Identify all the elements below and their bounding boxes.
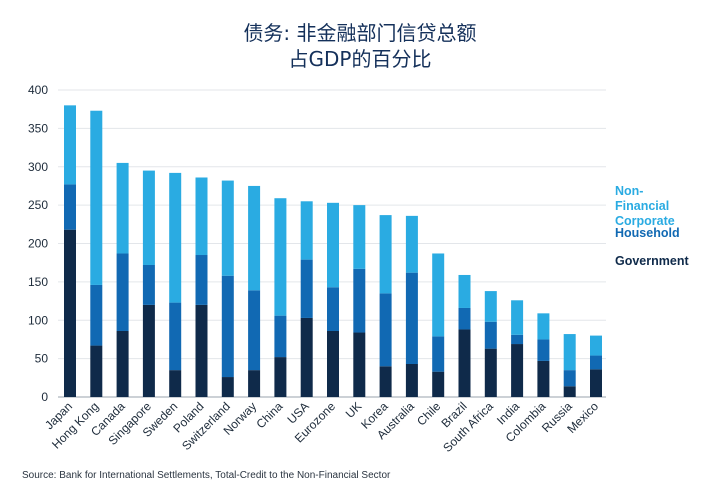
bar-segment xyxy=(563,386,576,397)
legend-item-corporate: Non-Financial Corporate xyxy=(615,184,675,229)
bar-segment xyxy=(537,360,550,397)
bar-segment xyxy=(248,370,261,397)
bar-segment xyxy=(221,180,234,276)
bar-segment xyxy=(484,321,497,349)
legend-label-household: Household xyxy=(615,226,680,240)
bar-segment xyxy=(90,284,103,346)
y-tick-label: 400 xyxy=(28,83,48,97)
bar-segment xyxy=(248,290,261,371)
bar-segment xyxy=(484,348,497,397)
bar-segment xyxy=(300,259,313,318)
bar-segment xyxy=(353,332,366,397)
bar-segment xyxy=(353,268,366,333)
bar-segment xyxy=(484,291,497,322)
bar-segment xyxy=(90,110,103,285)
bar-segment xyxy=(405,363,418,397)
bar-segment xyxy=(221,377,234,397)
bar-segment xyxy=(116,330,129,397)
bar-segment xyxy=(379,366,392,397)
bar-segment xyxy=(274,315,287,358)
bar-segment xyxy=(327,287,339,331)
bar-segment xyxy=(169,172,182,303)
bar-segment xyxy=(300,201,313,260)
bar-segment xyxy=(405,215,418,273)
bar-segment xyxy=(64,105,76,185)
bar-segment xyxy=(169,302,182,371)
bar-segment xyxy=(116,162,129,254)
bar-segment xyxy=(590,369,602,397)
bar-segment xyxy=(511,300,524,335)
bar-segment xyxy=(405,272,418,364)
bar-segment xyxy=(300,317,313,397)
bar-segment xyxy=(274,198,287,316)
y-tick-label: 0 xyxy=(41,390,48,404)
bar-segment xyxy=(379,215,392,294)
bar-segment xyxy=(64,229,76,397)
legend-item-household: Household xyxy=(615,226,680,241)
legend-label-corporate: Non-Financial Corporate xyxy=(615,184,675,228)
y-tick-label: 100 xyxy=(28,313,48,327)
bar-segment xyxy=(248,185,261,291)
bar-segment xyxy=(64,184,76,230)
bar-segment xyxy=(353,205,366,269)
bar-segment xyxy=(169,370,182,397)
bar-segment xyxy=(195,177,208,256)
source-note: Source: Bank for International Settlemen… xyxy=(22,470,391,481)
bar-segment xyxy=(590,355,602,370)
bar-segment xyxy=(590,335,602,356)
bar-segment xyxy=(142,304,155,397)
y-tick-label: 200 xyxy=(28,237,48,251)
bar-segment xyxy=(327,330,339,397)
bar-segment xyxy=(90,345,103,397)
bar-segment xyxy=(432,253,445,337)
bar-segment xyxy=(563,334,576,371)
bar-segment xyxy=(379,293,392,367)
y-tick-label: 300 xyxy=(28,160,48,174)
legend-item-government: Government xyxy=(615,254,689,269)
bar-segment xyxy=(274,357,287,397)
bar-segment xyxy=(142,264,155,305)
bar-segment xyxy=(195,304,208,397)
x-tick-label: Chile xyxy=(414,399,443,428)
bar-segment xyxy=(142,170,155,265)
bar-segment xyxy=(327,202,339,288)
bar-segment xyxy=(432,371,445,397)
bar-segment xyxy=(537,339,550,361)
bar-segment xyxy=(458,274,471,308)
bar-segment xyxy=(221,275,234,378)
x-tick-label: China xyxy=(253,399,285,431)
chart-title-block: 债务: 非金融部门信贷总额 占GDP的百分比 xyxy=(0,20,720,72)
bar-segment xyxy=(116,253,129,331)
bar-segment xyxy=(511,334,524,345)
legend-label-government: Government xyxy=(615,254,689,268)
bar-segment xyxy=(432,336,445,372)
bar-segment xyxy=(537,313,550,340)
bar-segment xyxy=(195,255,208,305)
bar-segment xyxy=(563,370,576,387)
y-tick-label: 250 xyxy=(28,198,48,212)
bar-segment xyxy=(458,329,471,397)
chart-subtitle: 占GDP的百分比 xyxy=(288,47,432,71)
chart-title: 债务: 非金融部门信贷总额 xyxy=(243,21,477,45)
y-tick-label: 350 xyxy=(28,121,48,135)
y-tick-label: 50 xyxy=(35,352,49,366)
y-tick-label: 150 xyxy=(28,275,48,289)
bar-segment xyxy=(458,307,471,330)
bar-segment xyxy=(511,344,524,397)
